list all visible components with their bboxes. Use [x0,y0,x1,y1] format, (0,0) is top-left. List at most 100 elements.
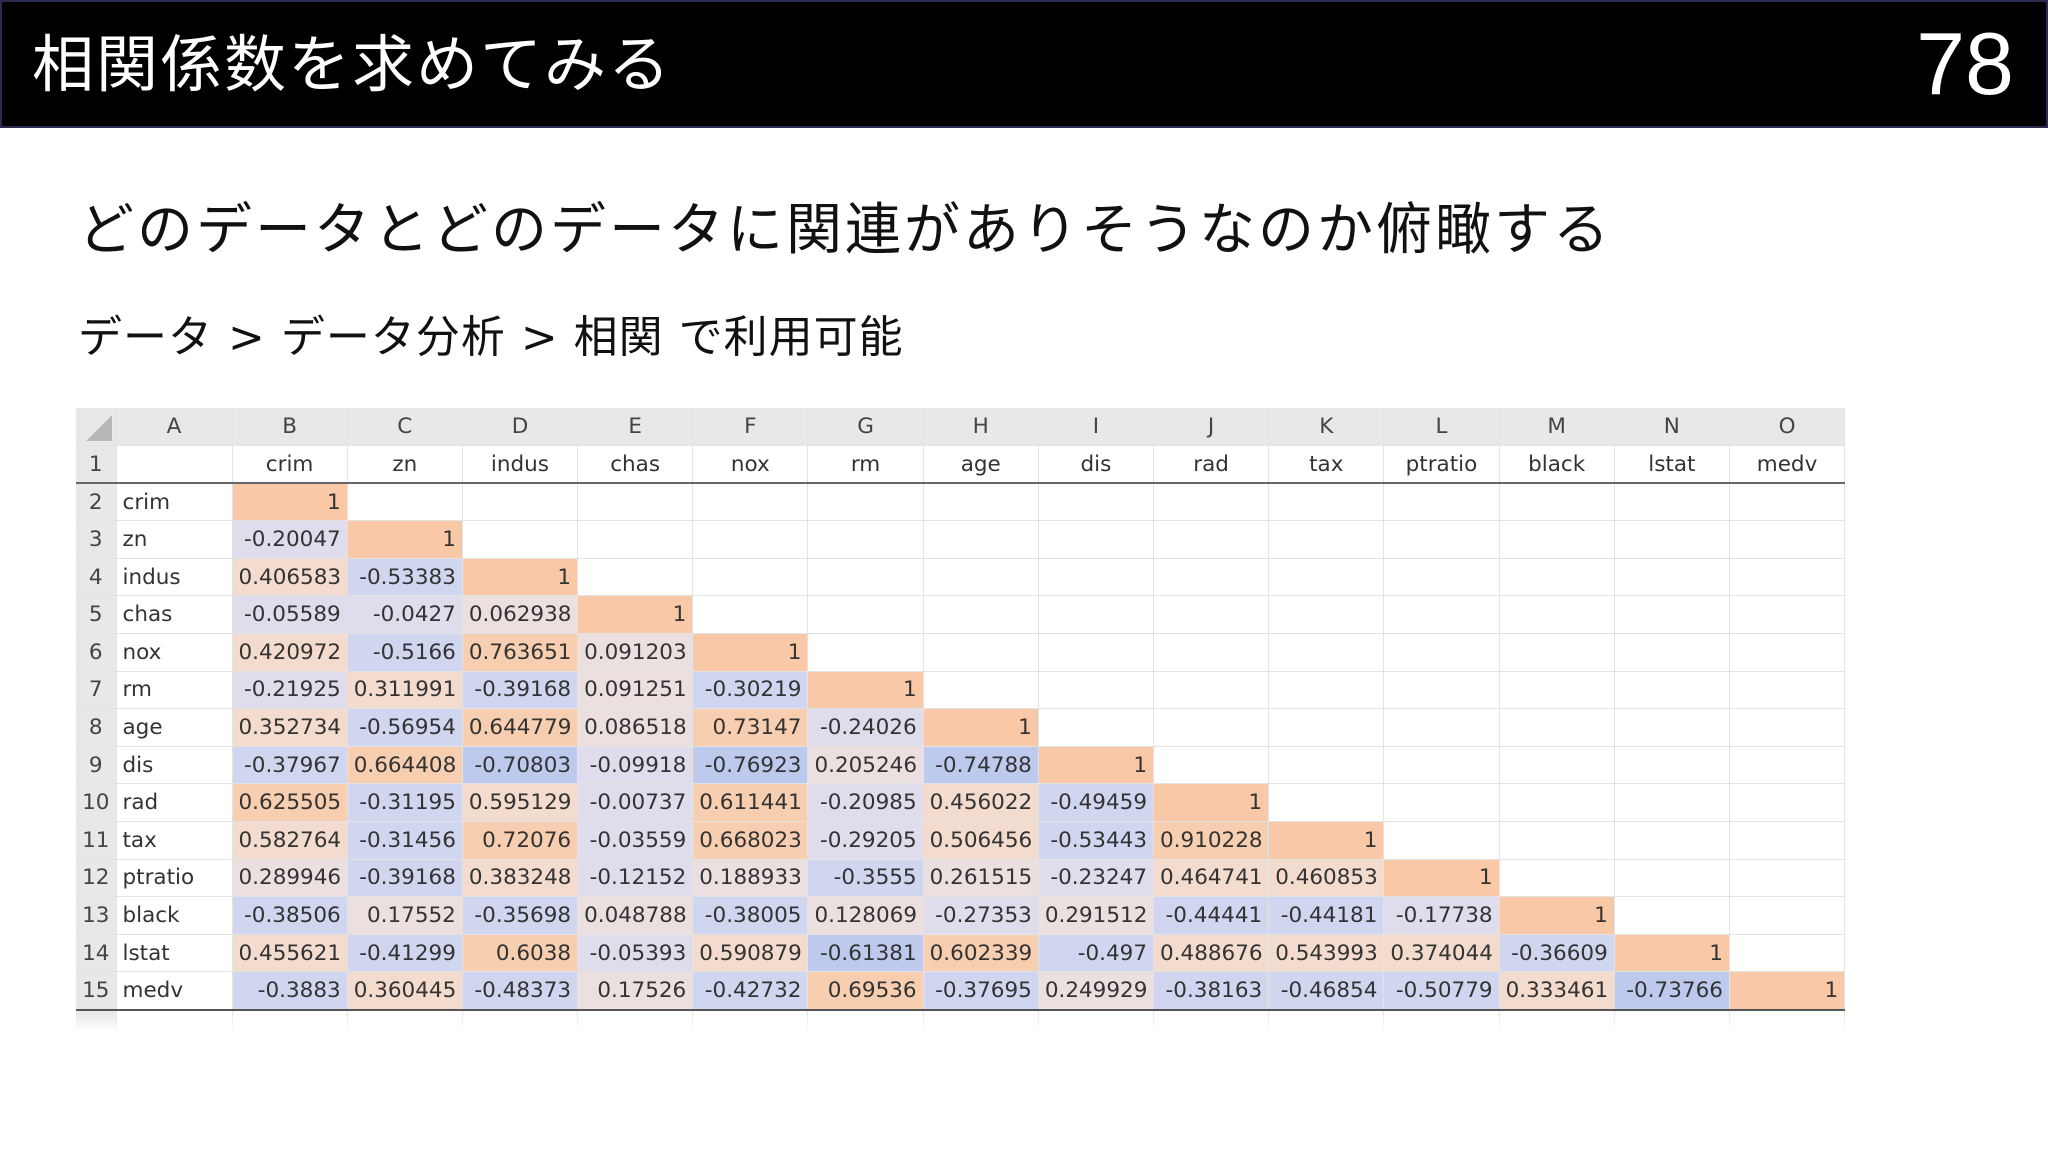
empty-cell[interactable] [462,483,579,522]
correlation-cell[interactable]: 0.595129 [462,783,579,823]
correlation-cell[interactable]: -0.37967 [232,746,348,785]
correlation-cell[interactable]: 0.668023 [692,821,809,860]
empty-cell[interactable] [1383,708,1500,747]
correlation-cell[interactable]: -0.42732 [692,971,809,1011]
empty-cell[interactable] [1729,483,1846,522]
empty-cell[interactable] [577,483,694,522]
correlation-cell[interactable]: 0.086518 [577,708,694,747]
empty-cell[interactable] [692,595,809,635]
empty-cell[interactable] [1729,934,1846,973]
correlation-cell[interactable]: 0.910228 [1153,821,1270,860]
empty-cell[interactable] [1614,821,1730,860]
correlation-cell[interactable]: 0.188933 [692,859,809,898]
correlation-cell[interactable]: 0.6038 [462,934,579,973]
correlation-cell[interactable]: 0.602339 [923,934,1039,973]
correlation-cell[interactable]: 0.644779 [462,708,579,747]
empty-cell[interactable] [1038,520,1155,559]
correlation-cell[interactable]: 0.406583 [232,558,348,597]
row-label-cell[interactable]: tax [116,821,233,860]
correlation-cell[interactable]: 0.249929 [1038,971,1155,1011]
correlation-cell[interactable]: -0.61381 [807,934,924,973]
empty-cell[interactable] [1614,483,1730,522]
empty-cell[interactable] [1614,708,1730,747]
row-header[interactable]: 14 [76,934,117,973]
empty-cell[interactable] [1268,783,1385,823]
correlation-cell[interactable]: -0.0427 [347,595,463,635]
correlation-cell[interactable]: 0.128069 [807,896,924,935]
column-header-i[interactable]: I [1038,408,1155,447]
correlation-cell[interactable]: -0.56954 [347,708,463,747]
empty-cell[interactable] [1499,671,1615,710]
empty-cell[interactable] [1383,483,1500,522]
row-header[interactable]: 2 [76,483,117,522]
correlation-cell[interactable]: 0.17552 [347,896,463,935]
column-header-a[interactable]: A [116,408,233,447]
correlation-cell[interactable]: 0.590879 [692,934,809,973]
empty-cell[interactable] [1153,558,1270,597]
empty-cell[interactable] [1499,821,1615,860]
correlation-cell[interactable]: -0.74788 [923,746,1039,785]
empty-cell[interactable] [692,520,809,559]
correlation-cell[interactable]: -0.48373 [462,971,579,1011]
empty-cell[interactable] [1268,633,1385,672]
empty-cell[interactable] [1729,708,1846,747]
correlation-cell[interactable]: -0.12152 [577,859,694,898]
correlation-cell[interactable]: 1 [923,708,1039,747]
empty-cell[interactable] [1268,483,1385,522]
row-header[interactable]: 1 [76,445,117,485]
empty-cell[interactable] [1614,520,1730,559]
empty-cell[interactable] [1614,896,1730,935]
empty-cell[interactable] [923,595,1039,635]
correlation-cell[interactable]: 0.611441 [692,783,809,823]
row-header[interactable]: 5 [76,595,117,635]
variable-header-cell[interactable]: tax [1268,445,1385,485]
empty-cell[interactable] [1038,708,1155,747]
empty-cell[interactable] [1383,558,1500,597]
row-label-cell[interactable]: ptratio [116,859,233,898]
empty-cell[interactable] [1729,520,1846,559]
variable-header-cell[interactable]: nox [692,445,809,485]
correlation-cell[interactable]: 1 [1268,821,1385,860]
correlation-cell[interactable]: -0.31195 [347,783,463,823]
correlation-cell[interactable]: -0.31456 [347,821,463,860]
column-header-g[interactable]: G [807,408,924,447]
correlation-cell[interactable]: 0.488676 [1153,934,1270,973]
correlation-cell[interactable]: -0.44441 [1153,896,1270,935]
correlation-cell[interactable]: 0.763651 [462,633,579,672]
correlation-cell[interactable]: 1 [1499,896,1615,935]
correlation-cell[interactable]: 0.506456 [923,821,1039,860]
empty-cell[interactable] [577,520,694,559]
correlation-cell[interactable]: 0.048788 [577,896,694,935]
empty-cell[interactable] [807,595,924,635]
correlation-cell[interactable]: -0.17738 [1383,896,1500,935]
correlation-cell[interactable]: 1 [1153,783,1270,823]
row-label-cell[interactable]: lstat [116,934,233,973]
correlation-cell[interactable]: 1 [807,671,924,710]
empty-cell[interactable] [1268,595,1385,635]
correlation-cell[interactable]: 1 [1729,971,1846,1011]
variable-header-cell[interactable]: medv [1729,445,1846,485]
row-label-cell[interactable]: medv [116,971,233,1011]
correlation-cell[interactable]: -0.38005 [692,896,809,935]
empty-cell[interactable] [1383,671,1500,710]
row-label-cell[interactable]: chas [116,595,233,635]
correlation-cell[interactable]: 0.543993 [1268,934,1385,973]
empty-cell[interactable] [1153,483,1270,522]
variable-header-cell[interactable]: lstat [1614,445,1730,485]
empty-cell[interactable] [1268,520,1385,559]
row-header[interactable]: 3 [76,520,117,559]
empty-cell[interactable] [347,483,463,522]
column-header-f[interactable]: F [692,408,809,447]
row-header[interactable]: 13 [76,896,117,935]
variable-header-cell[interactable]: indus [462,445,579,485]
empty-cell[interactable] [1729,746,1846,785]
correlation-cell[interactable]: -0.53443 [1038,821,1155,860]
correlation-cell[interactable]: -0.20047 [232,520,348,559]
empty-cell[interactable] [1499,859,1615,898]
correlation-cell[interactable]: 0.664408 [347,746,463,785]
empty-cell[interactable] [1614,595,1730,635]
variable-header-cell[interactable]: ptratio [1383,445,1500,485]
correlation-cell[interactable]: -0.05589 [232,595,348,635]
row-header[interactable]: 15 [76,971,117,1011]
correlation-cell[interactable]: 0.460853 [1268,859,1385,898]
